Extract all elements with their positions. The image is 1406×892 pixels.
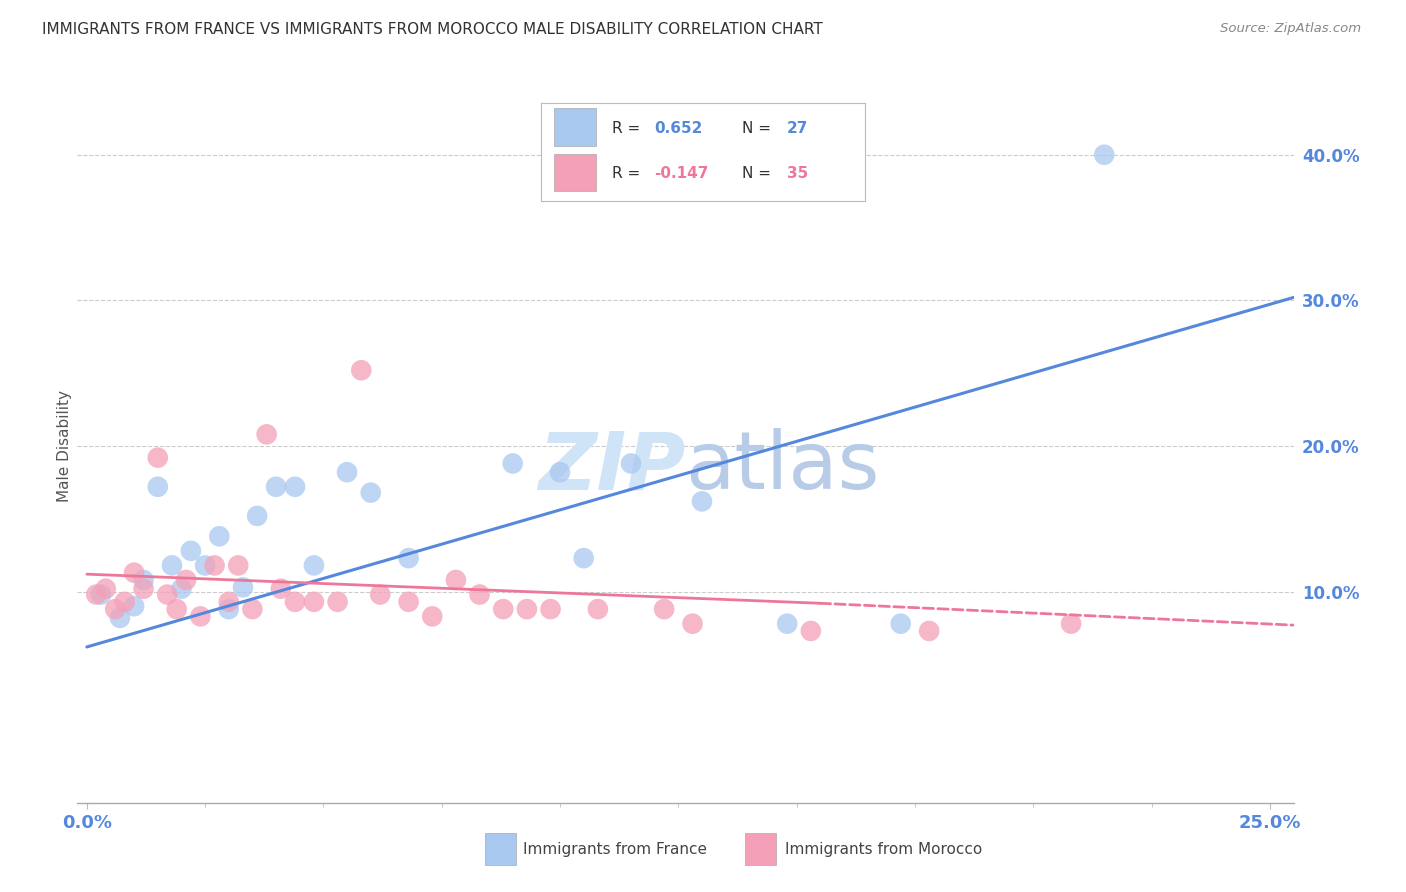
Point <box>132 582 155 596</box>
Point <box>360 485 382 500</box>
Text: ZIP: ZIP <box>538 428 686 507</box>
Point <box>132 573 155 587</box>
Point <box>302 558 325 573</box>
Text: R =: R = <box>613 166 645 181</box>
Text: -0.147: -0.147 <box>655 166 709 181</box>
Text: 27: 27 <box>787 120 808 136</box>
Text: 35: 35 <box>787 166 808 181</box>
Point <box>620 457 643 471</box>
Point <box>256 427 278 442</box>
Text: Source: ZipAtlas.com: Source: ZipAtlas.com <box>1220 22 1361 36</box>
Point <box>284 595 307 609</box>
Point <box>516 602 538 616</box>
Point <box>270 582 292 596</box>
Point <box>890 616 912 631</box>
Point <box>242 602 264 616</box>
Point <box>90 588 112 602</box>
Point <box>174 573 197 587</box>
Text: IMMIGRANTS FROM FRANCE VS IMMIGRANTS FROM MOROCCO MALE DISABILITY CORRELATION CH: IMMIGRANTS FROM FRANCE VS IMMIGRANTS FRO… <box>42 22 823 37</box>
Point <box>104 602 127 616</box>
Point <box>94 582 117 596</box>
Text: R =: R = <box>613 120 651 136</box>
Point <box>572 551 595 566</box>
Point <box>302 595 325 609</box>
Point <box>586 602 609 616</box>
Point <box>194 558 217 573</box>
Point <box>84 588 107 602</box>
Text: atlas: atlas <box>686 428 880 507</box>
FancyBboxPatch shape <box>554 153 596 191</box>
Point <box>652 602 675 616</box>
Point <box>398 595 420 609</box>
Point <box>284 480 307 494</box>
Point <box>114 595 136 609</box>
Point <box>326 595 349 609</box>
Point <box>204 558 226 573</box>
Text: N =: N = <box>742 166 776 181</box>
Point <box>398 551 420 566</box>
Point <box>160 558 183 573</box>
Point <box>246 508 269 523</box>
FancyBboxPatch shape <box>554 109 596 145</box>
Point <box>170 582 193 596</box>
Point <box>1092 147 1115 161</box>
Text: 0.652: 0.652 <box>655 120 703 136</box>
Point <box>368 588 391 602</box>
Point <box>226 558 249 573</box>
Y-axis label: Male Disability: Male Disability <box>56 390 72 502</box>
Point <box>468 588 491 602</box>
Text: N =: N = <box>742 120 776 136</box>
Point <box>180 544 202 558</box>
Point <box>156 588 179 602</box>
Point <box>146 480 169 494</box>
Point <box>336 465 359 479</box>
Point <box>190 609 212 624</box>
Point <box>146 450 169 465</box>
Point <box>420 609 443 624</box>
Point <box>166 602 188 616</box>
Point <box>444 573 467 587</box>
Point <box>218 595 240 609</box>
Point <box>492 602 515 616</box>
Point <box>232 580 254 594</box>
Point <box>218 602 240 616</box>
Point <box>548 465 571 479</box>
Point <box>776 616 799 631</box>
Point <box>208 529 231 543</box>
Point <box>800 624 823 638</box>
Point <box>108 611 131 625</box>
Point <box>122 566 145 580</box>
Point <box>502 457 524 471</box>
Text: Immigrants from Morocco: Immigrants from Morocco <box>785 842 981 856</box>
Point <box>682 616 704 631</box>
Text: Immigrants from France: Immigrants from France <box>523 842 707 856</box>
Point <box>690 494 713 508</box>
Point <box>350 363 373 377</box>
Point <box>264 480 287 494</box>
Point <box>1060 616 1083 631</box>
Point <box>122 599 145 614</box>
Point <box>918 624 941 638</box>
Point <box>540 602 562 616</box>
